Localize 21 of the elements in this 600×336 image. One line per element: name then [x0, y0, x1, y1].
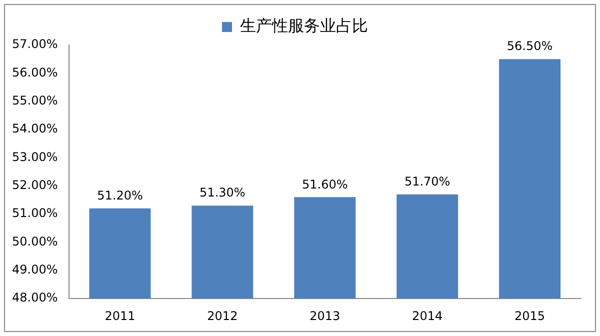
data-label: 56.50% [506, 39, 553, 54]
data-label: 51.70% [404, 174, 450, 188]
y-tick-label: 57.00% [12, 37, 58, 52]
y-tick-label: 49.00% [12, 262, 58, 277]
y-tick-label: 56.00% [12, 65, 58, 80]
x-tick-label: 2014 [412, 308, 443, 323]
legend-label: 生产性服务业占比 [240, 16, 368, 36]
y-tick-label: 51.00% [12, 206, 58, 220]
y-tick-label: 52.00% [12, 178, 58, 192]
x-tick-label: 2013 [310, 308, 340, 323]
y-tick-label: 53.00% [12, 150, 58, 164]
y-tick-label: 55.00% [12, 93, 58, 108]
y-tick-label: 48.00% [12, 290, 58, 305]
data-label: 51.20% [97, 188, 143, 203]
x-tick-label: 2015 [514, 308, 546, 323]
x-tick-label: 2011 [104, 308, 136, 323]
data-label: 51.60% [302, 177, 348, 192]
y-tick-label: 50.00% [12, 234, 58, 248]
y-tick-label: 54.00% [12, 122, 58, 136]
x-tick-label: 2012 [207, 308, 238, 323]
data-label: 51.30% [200, 186, 246, 200]
